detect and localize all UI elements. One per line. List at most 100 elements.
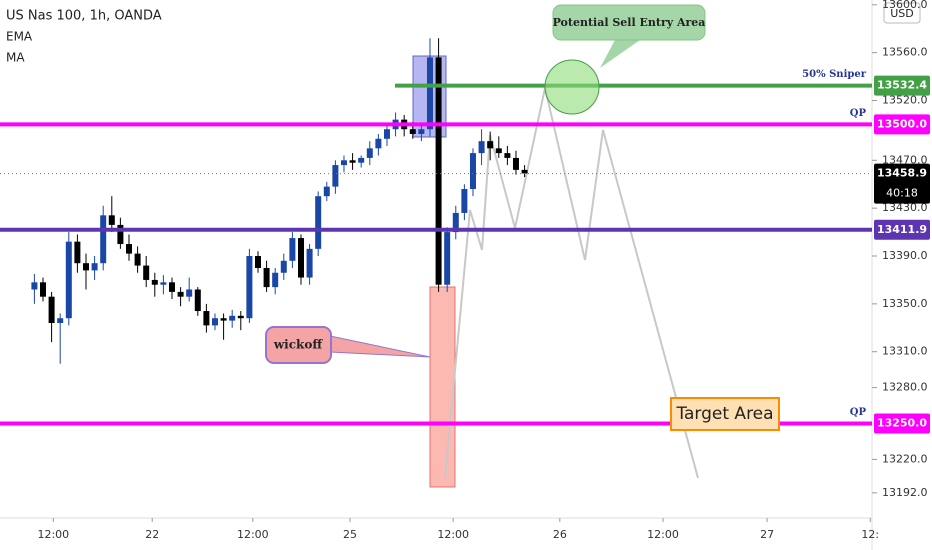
candle-body xyxy=(211,318,218,326)
annotation-text: Target Area xyxy=(675,404,773,424)
candle-body xyxy=(289,238,296,261)
level-note: 50% Sniper xyxy=(802,69,867,80)
x-tick-label: 26 xyxy=(553,528,567,541)
candle-body xyxy=(375,138,382,149)
y-tick-label: 13470.0 xyxy=(882,153,928,166)
candle-body xyxy=(254,256,261,268)
candle-body xyxy=(280,260,287,273)
level-note: QP xyxy=(850,108,867,119)
candle-body xyxy=(82,263,89,271)
candle-body xyxy=(74,241,81,264)
currency[interactable]: USD xyxy=(890,7,914,20)
y-tick-label: 13560.0 xyxy=(882,46,928,59)
level-label-box xyxy=(874,75,930,96)
callout-box xyxy=(265,326,332,364)
x-tick-label: 12:00 xyxy=(237,528,269,541)
level-note: QP xyxy=(850,407,867,418)
indicator-label: EMA xyxy=(6,30,33,44)
x-tick-label: 12:00 xyxy=(37,528,69,541)
candle-body xyxy=(186,289,193,297)
candle-body xyxy=(237,315,244,319)
candle-body xyxy=(160,282,167,285)
y-tick-label: 13220.0 xyxy=(882,452,928,465)
candle-body xyxy=(323,186,330,197)
x-tick-label: 12:00 xyxy=(437,528,469,541)
y-tick-label: 13600.0 xyxy=(882,0,928,11)
candle-body xyxy=(495,148,502,154)
candle-body xyxy=(220,318,227,321)
candle-body xyxy=(134,253,141,266)
candle-body xyxy=(418,129,425,134)
candle-body xyxy=(349,160,356,163)
countdown: 40:18 xyxy=(886,187,918,200)
y-tick-label: 13350.0 xyxy=(882,297,928,310)
last-price-box xyxy=(874,163,930,204)
candle-body xyxy=(478,141,485,154)
candle-body xyxy=(203,311,210,326)
candle-body xyxy=(151,279,158,285)
candle-body xyxy=(168,282,175,292)
candle-body xyxy=(125,244,132,254)
candle-body xyxy=(39,282,46,297)
candle-body xyxy=(100,215,107,264)
candle-body xyxy=(452,212,459,233)
candle-body xyxy=(487,141,494,149)
candle-body xyxy=(306,248,313,278)
y-tick-label: 13520.0 xyxy=(882,93,928,106)
y-tick-label: 13430.0 xyxy=(882,201,928,214)
candle-body xyxy=(332,165,339,187)
candle-body xyxy=(340,160,347,166)
candle-body xyxy=(444,232,451,285)
x-tick-label: 12: xyxy=(861,528,879,541)
entry-circle xyxy=(544,59,600,115)
candle-body xyxy=(246,256,253,319)
wickoff-box xyxy=(429,286,456,488)
level-label: 13250.0 xyxy=(877,416,927,429)
candle-body xyxy=(426,57,433,130)
candle-body xyxy=(65,241,72,319)
level-label: 13500.0 xyxy=(877,117,927,130)
candle-body xyxy=(263,267,270,288)
annotations: Potential Sell Entry Area wickoff Target… xyxy=(265,4,780,431)
level-label: 13532.4 xyxy=(877,79,927,92)
level-label-box xyxy=(874,219,930,240)
candle-body xyxy=(229,315,236,321)
candle-body xyxy=(31,282,38,290)
currency-box[interactable] xyxy=(883,2,921,24)
last-price-label: 13458.9 xyxy=(877,167,927,180)
candle-body xyxy=(57,318,64,324)
candle-body xyxy=(315,196,322,249)
x-tick-label: 22 xyxy=(145,528,159,541)
candle-body xyxy=(521,169,528,174)
candle-body xyxy=(358,157,365,163)
x-tick-label: 12:00 xyxy=(647,528,679,541)
annotation-text: wickoff xyxy=(273,338,324,352)
candle-body xyxy=(366,148,373,158)
candle-body xyxy=(469,153,476,190)
x-tick-label: 27 xyxy=(760,528,774,541)
candle-body xyxy=(409,129,416,134)
candle-body xyxy=(461,189,468,213)
y-tick-label: 13192.0 xyxy=(882,486,928,499)
annotation-text: Potential Sell Entry Area xyxy=(553,16,706,29)
callout-pointer xyxy=(600,40,640,68)
candle-body xyxy=(297,238,304,278)
candle-body xyxy=(143,265,150,280)
candle-body xyxy=(91,263,98,271)
indicator-label: MA xyxy=(6,51,25,65)
candle-body xyxy=(117,224,124,245)
callout-box xyxy=(552,4,706,41)
candle-body xyxy=(194,289,201,312)
x-tick-label: 25 xyxy=(343,528,357,541)
candle-body xyxy=(435,57,442,285)
candle-body xyxy=(177,291,184,297)
candle-body xyxy=(108,215,115,225)
chart-title: US Nas 100, 1h, OANDA xyxy=(6,9,162,24)
level-label-box xyxy=(874,114,930,135)
candle-body xyxy=(512,157,519,170)
candle-body xyxy=(272,272,279,288)
candle-body xyxy=(383,129,390,139)
